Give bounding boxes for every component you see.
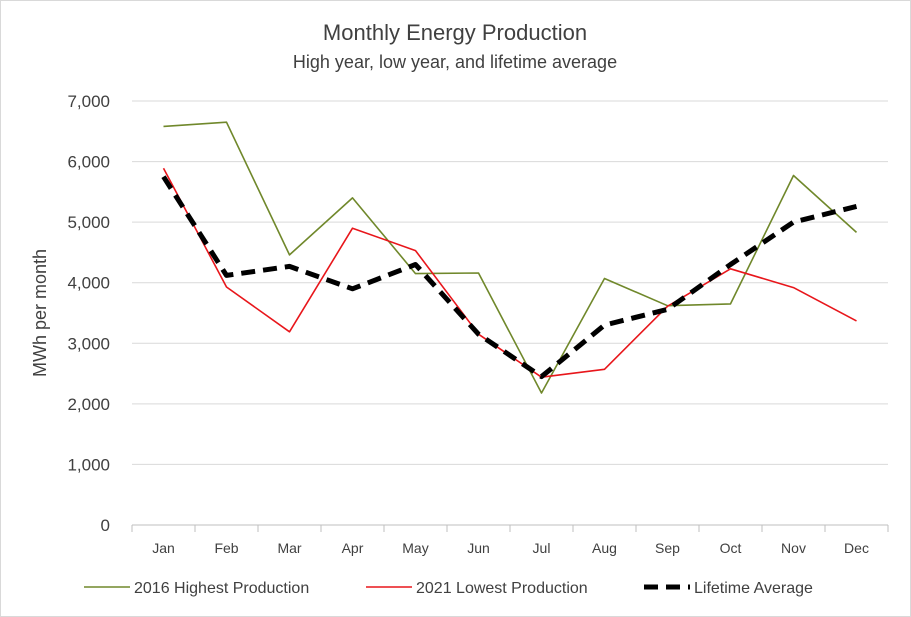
y-tick-label: 1,000	[67, 455, 110, 474]
y-tick-label: 3,000	[67, 334, 110, 353]
x-axis: Jan Feb Mar Apr May Jun Jul Aug Sep Oct Nov Dec	[131, 524, 889, 556]
series-line-lifetime-average	[161, 175, 858, 380]
y-tick-label: 4,000	[67, 274, 110, 293]
x-tick-label: Jul	[533, 540, 551, 556]
x-tick-label: May	[402, 540, 428, 556]
y-tick-label: 2,000	[67, 395, 110, 414]
gridlines	[132, 100, 888, 465]
x-tick-label: Jun	[467, 540, 490, 556]
chart-title: Monthly Energy Production	[323, 20, 587, 45]
legend-label: 2016 Highest Production	[134, 580, 309, 597]
y-tick-label: 5,000	[67, 213, 110, 232]
x-tick-label: Apr	[342, 540, 364, 556]
legend: 2016 Highest Production 2021 Lowest Produ…	[84, 580, 813, 597]
legend-label: Lifetime Average	[694, 580, 813, 597]
y-axis-label: MWh per month	[30, 249, 50, 377]
y-tick-label: 7,000	[67, 92, 110, 111]
series-line-2021-lowest-production	[162, 167, 857, 379]
x-tick-label: Mar	[277, 540, 301, 556]
series-lines	[161, 121, 858, 394]
y-tick-label: 0	[101, 516, 110, 535]
legend-label: 2021 Lowest Production	[416, 580, 588, 597]
y-tick-label: 6,000	[67, 153, 110, 172]
y-axis-ticks: 0 1,000 2,000 3,000 4,000 5,000 6,000 7,000	[67, 92, 110, 535]
x-tick-label: Sep	[655, 540, 680, 556]
x-tick-label: Jan	[152, 540, 175, 556]
x-tick-label: Oct	[720, 540, 742, 556]
chart-subtitle: High year, low year, and lifetime averag…	[293, 52, 617, 72]
x-tick-label: Feb	[214, 540, 238, 556]
x-tick-label: Dec	[844, 540, 869, 556]
series-line-2016-highest-production	[163, 121, 858, 394]
x-tick-label: Nov	[781, 540, 806, 556]
x-tick-label: Aug	[592, 540, 617, 556]
